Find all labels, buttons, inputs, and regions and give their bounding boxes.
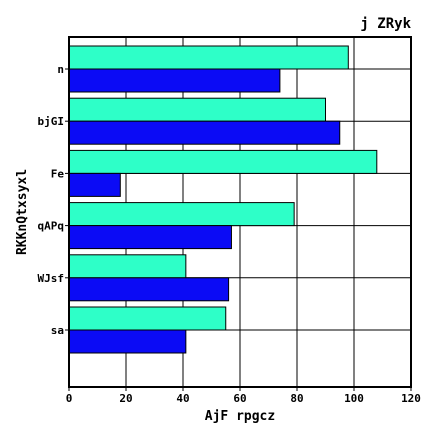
- bar-sa-series-1: [68, 306, 227, 331]
- y-tick-label: sa: [51, 324, 64, 337]
- bar-bjGI-series-2: [68, 120, 341, 145]
- bars: [68, 45, 378, 354]
- x-tick-label: 80: [290, 392, 303, 405]
- bar-n-series-1: [68, 45, 349, 70]
- bar-Fe-series-1: [68, 149, 378, 174]
- bar-WJsf-series-2: [68, 277, 230, 302]
- y-tick-label: WJsf: [38, 272, 65, 285]
- x-tick-label: 60: [233, 392, 246, 405]
- bar-Fe-series-2: [68, 172, 121, 197]
- x-tick-label: 40: [176, 392, 189, 405]
- y-tick-label: n: [57, 63, 64, 76]
- chart-title: j ZRyk: [360, 16, 411, 32]
- bar-bjGI-series-1: [68, 97, 326, 122]
- y-tick-label: qAPq: [38, 220, 65, 233]
- x-tick-label: 120: [401, 392, 421, 405]
- x-tick-label: 100: [344, 392, 364, 405]
- bar-WJsf-series-1: [68, 254, 187, 279]
- x-tick-labels: 0 20 40 60 80 100 120: [66, 387, 421, 405]
- x-tick-label: 20: [119, 392, 132, 405]
- bar-qAPq-series-1: [68, 202, 295, 227]
- y-axis-label: RKKnQtxsyxl: [15, 169, 30, 255]
- y-tick-label: Fe: [51, 167, 65, 180]
- bar-n-series-2: [68, 68, 281, 93]
- x-tick-label: 0: [66, 392, 73, 405]
- bar-qAPq-series-2: [68, 225, 232, 250]
- x-axis-label: AjF rpgcz: [205, 409, 275, 424]
- y-tick-labels: n bjGI Fe qAPq WJsf sa: [38, 63, 69, 337]
- bar-sa-series-2: [68, 329, 187, 354]
- y-tick-label: bjGI: [38, 115, 65, 128]
